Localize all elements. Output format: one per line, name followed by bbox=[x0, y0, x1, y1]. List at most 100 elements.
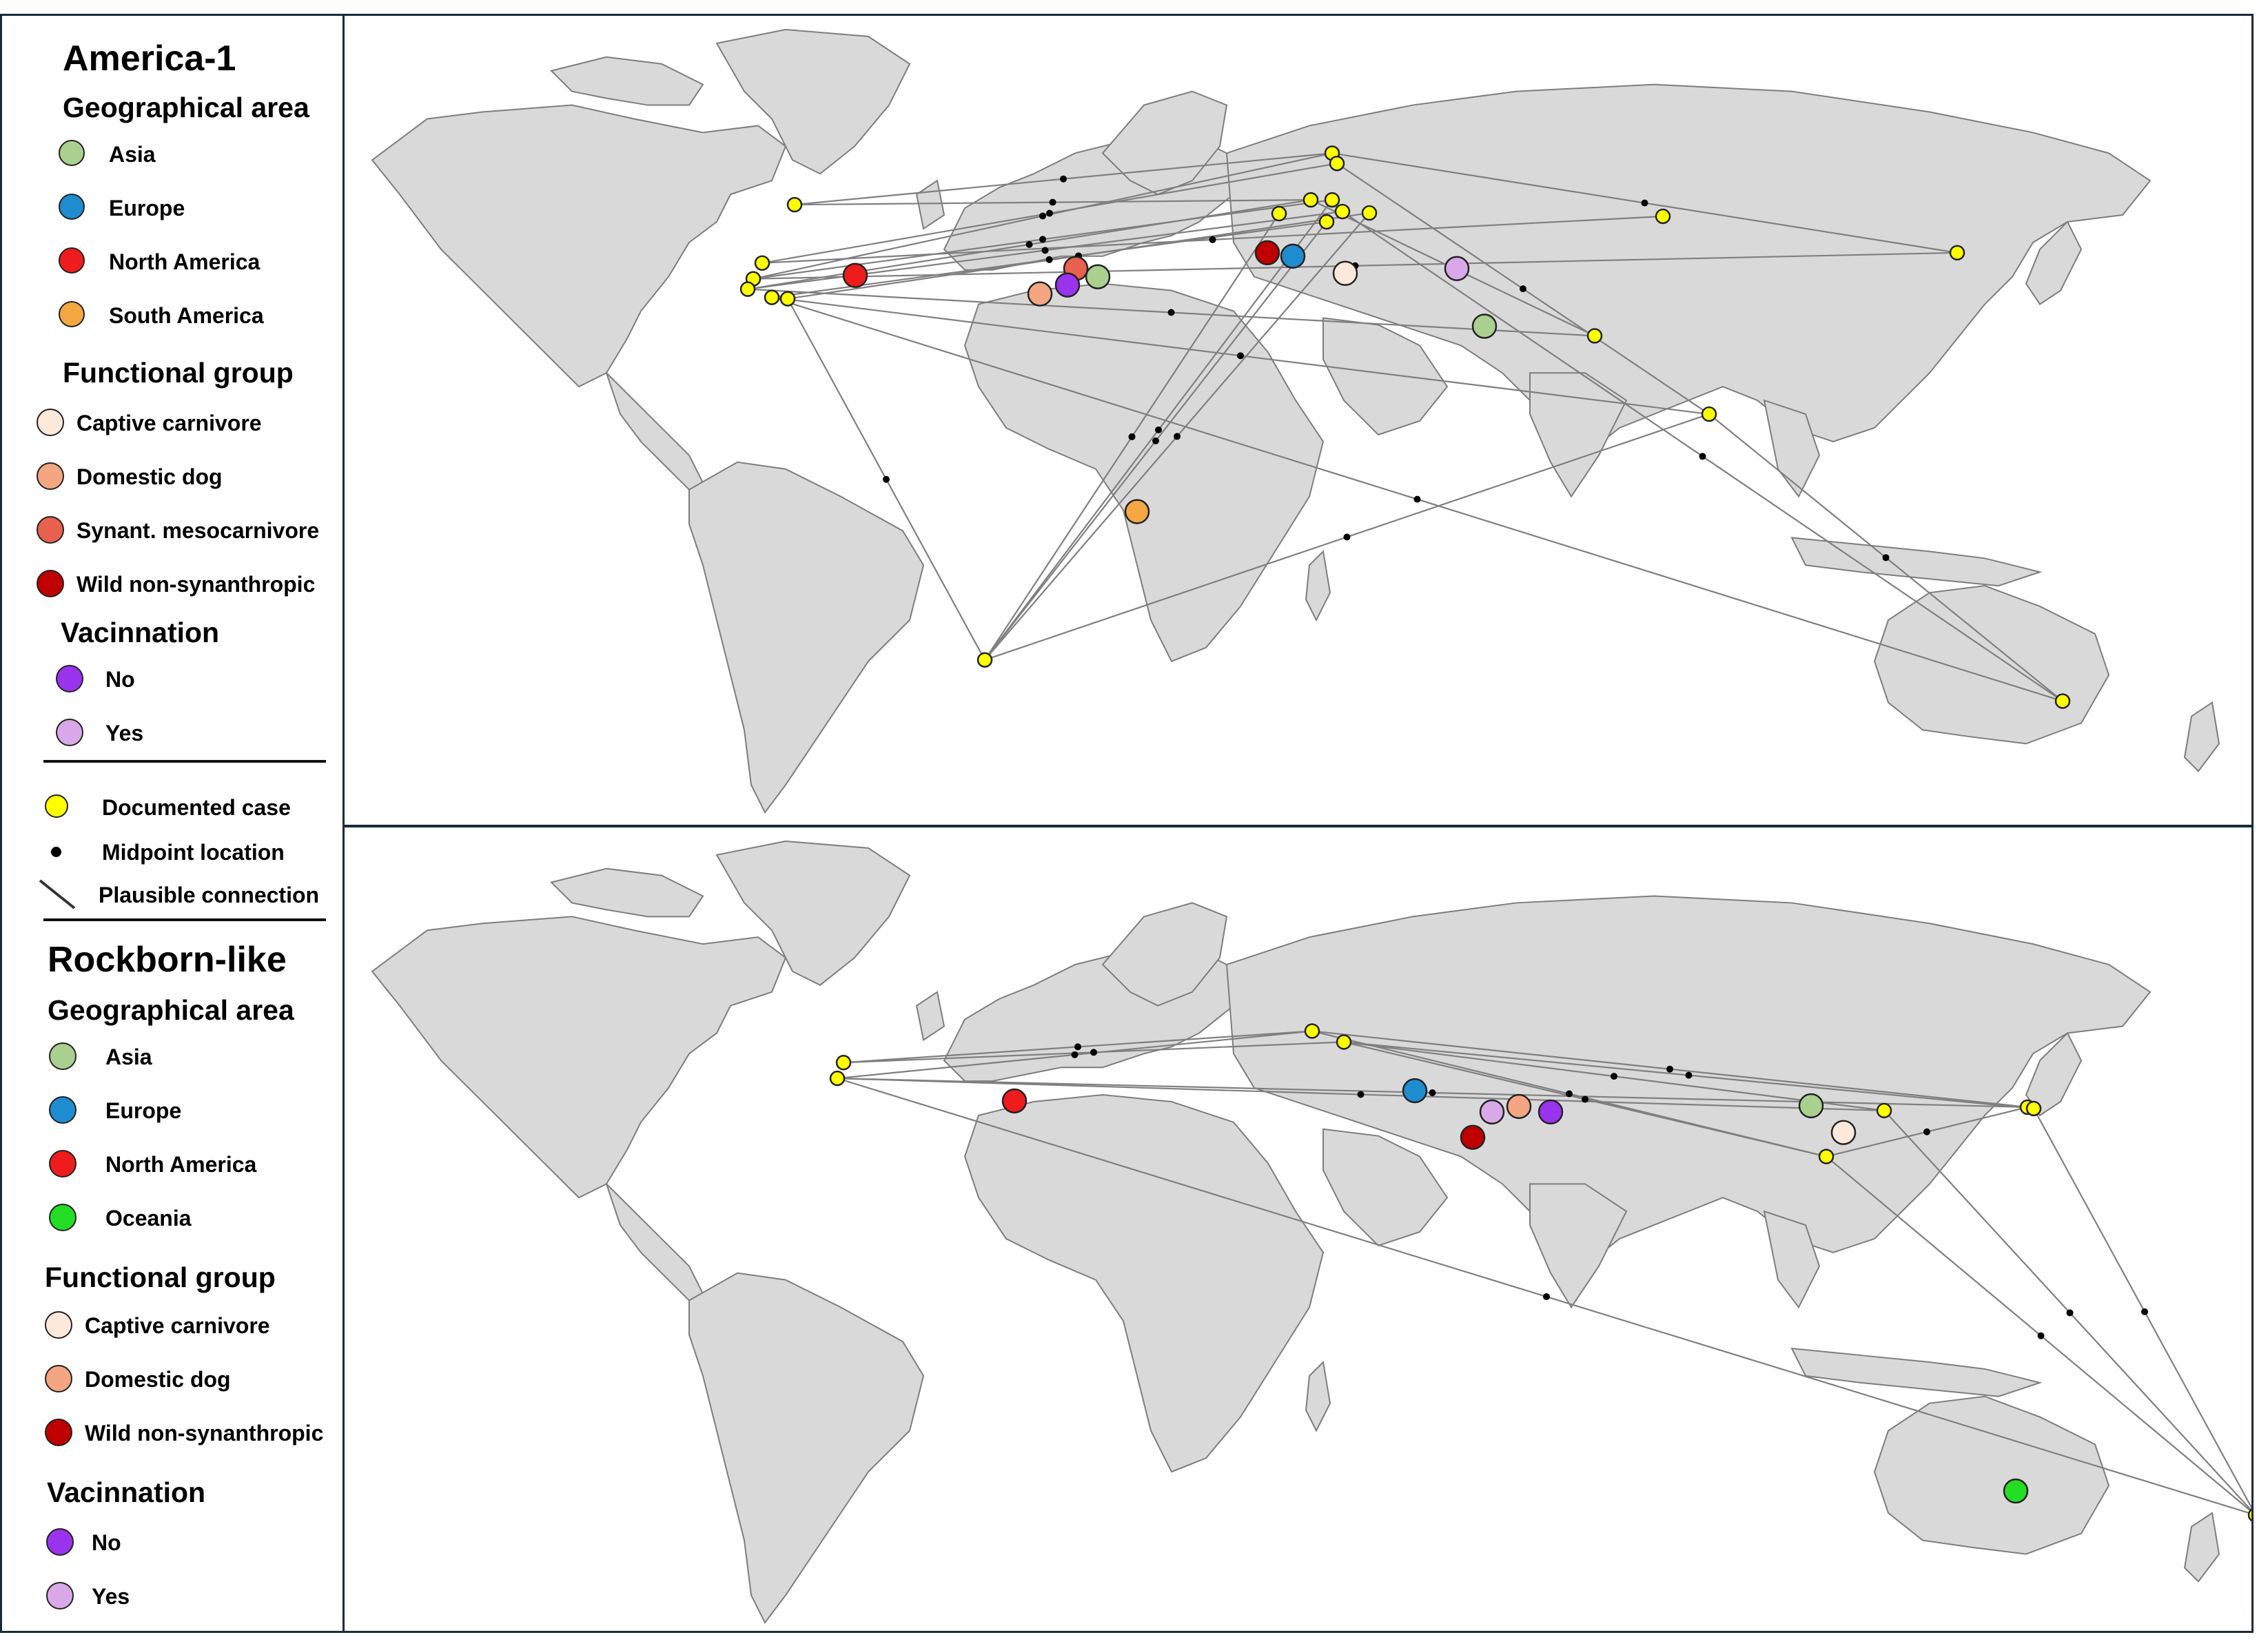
midpoint-marker bbox=[1209, 236, 1216, 243]
midpoint-marker bbox=[1049, 198, 1056, 206]
documented-case-marker bbox=[754, 255, 770, 271]
legend-panel: America-1 Geographical area Asia Europe … bbox=[2, 16, 345, 1631]
documented-case-marker bbox=[1318, 214, 1335, 230]
legend-label-wild-non-synanthropic: Wild non-synanthropic bbox=[76, 572, 316, 597]
midpoint-marker bbox=[1611, 1073, 1617, 1080]
land-greenland bbox=[715, 28, 911, 175]
midpoint-marker bbox=[1357, 1091, 1365, 1098]
legend-swatch-europe bbox=[59, 194, 85, 220]
midpoint-marker bbox=[1882, 554, 1890, 562]
land-australia bbox=[1873, 585, 2110, 745]
legend-swatch-domestic-dog bbox=[45, 1365, 72, 1392]
site-vac-no bbox=[1537, 1099, 1564, 1125]
midpoint-marker bbox=[1543, 1293, 1550, 1300]
documented-case-marker bbox=[1361, 205, 1378, 221]
midpoint-marker bbox=[1041, 247, 1049, 254]
legend-swatch-documented-case bbox=[45, 794, 68, 818]
documented-case-marker bbox=[1336, 1034, 1352, 1050]
site-vac-yes bbox=[1444, 256, 1470, 281]
land-asia bbox=[1225, 83, 2152, 457]
legend-vac-header-rockborn: Vacinnation bbox=[47, 1477, 206, 1508]
midpoint-marker bbox=[1699, 453, 1706, 460]
midpoint-marker bbox=[1045, 256, 1053, 263]
legend-label-synant-mesocarnivore: Synant. mesocarnivore bbox=[76, 518, 320, 543]
documented-case-marker bbox=[1329, 156, 1345, 172]
landmass-layer bbox=[371, 840, 2220, 1624]
land-indonesia bbox=[1790, 537, 2043, 587]
documented-case-marker bbox=[779, 291, 796, 307]
legend-swatch-vac-no bbox=[46, 1528, 74, 1556]
legend-label-vac-no: No bbox=[105, 667, 135, 692]
documented-case-marker bbox=[2025, 1100, 2042, 1117]
legend-label-europe: Europe bbox=[105, 1098, 182, 1123]
midpoint-marker bbox=[883, 475, 890, 483]
land-africa bbox=[963, 282, 1325, 663]
legend-label-north-america: North America bbox=[105, 1152, 257, 1177]
legend-label-vac-no: No bbox=[92, 1530, 121, 1555]
midpoint-marker bbox=[2037, 1332, 2045, 1339]
midpoint-marker bbox=[1025, 240, 1033, 248]
legend-label-wild-non-synanthropic: Wild non-synanthropic bbox=[85, 1421, 324, 1446]
legend-label-vac-yes: Yes bbox=[92, 1584, 130, 1609]
legend-swatch-wild-non-synanthropic bbox=[45, 1419, 72, 1446]
site-north-america bbox=[1001, 1088, 1028, 1114]
documented-case-marker bbox=[1271, 205, 1287, 222]
legend-func-header-america1: Functional group bbox=[63, 357, 294, 389]
midpoint-marker bbox=[1174, 433, 1181, 440]
legend-swatch-asia bbox=[59, 140, 85, 166]
site-captive-carnivore bbox=[1830, 1120, 1857, 1145]
land-indonesia bbox=[1790, 1347, 2043, 1397]
legend-label-midpoint: Midpoint location bbox=[102, 840, 285, 865]
legend-swatch-midpoint bbox=[51, 847, 61, 857]
documented-case-marker bbox=[835, 1055, 852, 1071]
legend-swatch-wild-non-synanthropic bbox=[37, 570, 64, 597]
site-domestic-dog bbox=[1506, 1093, 1532, 1120]
midpoint-marker bbox=[1666, 1065, 1673, 1073]
midpoint-marker bbox=[1046, 209, 1053, 217]
site-south-america bbox=[1124, 499, 1150, 524]
legend-swatch-north-america bbox=[49, 1150, 76, 1177]
site-wild-non-synanthropic bbox=[1460, 1124, 1486, 1150]
land-north-america bbox=[371, 916, 787, 1199]
midpoint-marker bbox=[1343, 533, 1351, 541]
landmass-layer bbox=[371, 28, 2220, 814]
land-australia bbox=[1873, 1395, 2110, 1555]
land-asia bbox=[1225, 895, 2152, 1267]
legend-label-domestic-dog: Domestic dog bbox=[85, 1367, 231, 1392]
documented-case-marker bbox=[1876, 1102, 1892, 1119]
legend-label-south-america: South America bbox=[109, 303, 264, 328]
midpoint-marker bbox=[1520, 285, 1526, 293]
site-domestic-dog bbox=[1027, 281, 1053, 307]
midpoint-marker bbox=[2066, 1309, 2074, 1317]
legend-geo-header-america1: Geographical area bbox=[63, 92, 309, 123]
legend-label-captive-carnivore: Captive carnivore bbox=[85, 1313, 270, 1338]
land-india bbox=[1529, 372, 1628, 498]
site-europe bbox=[1402, 1078, 1428, 1104]
legend-label-asia: Asia bbox=[109, 142, 156, 167]
site-asia bbox=[1471, 313, 1498, 339]
land-scandinavia bbox=[1101, 902, 1228, 1007]
land-canada-arctic bbox=[550, 56, 704, 106]
midpoint-marker bbox=[1582, 1095, 1588, 1103]
land-africa bbox=[963, 1094, 1325, 1473]
legend-swatch-north-america bbox=[59, 247, 85, 274]
midpoint-marker bbox=[1039, 236, 1046, 243]
land-south-america bbox=[688, 461, 925, 814]
legend-label-captive-carnivore: Captive carnivore bbox=[76, 411, 262, 435]
map-rockborn bbox=[345, 827, 2251, 1631]
land-new-zealand bbox=[2183, 1512, 2220, 1583]
legend-swatch-connection bbox=[39, 879, 76, 909]
land-southeast-asia bbox=[1763, 1210, 1821, 1309]
site-layer bbox=[829, 1023, 2251, 1522]
legend-label-oceania: Oceania bbox=[105, 1206, 192, 1231]
midpoint-layer bbox=[1071, 1043, 2148, 1339]
documented-case-marker bbox=[739, 281, 756, 297]
figure-frame: America-1 Geographical area Asia Europe … bbox=[0, 14, 2254, 1633]
land-uk bbox=[915, 991, 946, 1042]
legend-title-america1: America-1 bbox=[63, 39, 236, 79]
legend-label-domestic-dog: Domestic dog bbox=[76, 464, 223, 489]
documented-case-marker bbox=[1302, 192, 1319, 208]
land-madagascar bbox=[1305, 1360, 1331, 1432]
site-captive-carnivore bbox=[1332, 260, 1358, 286]
land-greenland bbox=[715, 840, 911, 986]
